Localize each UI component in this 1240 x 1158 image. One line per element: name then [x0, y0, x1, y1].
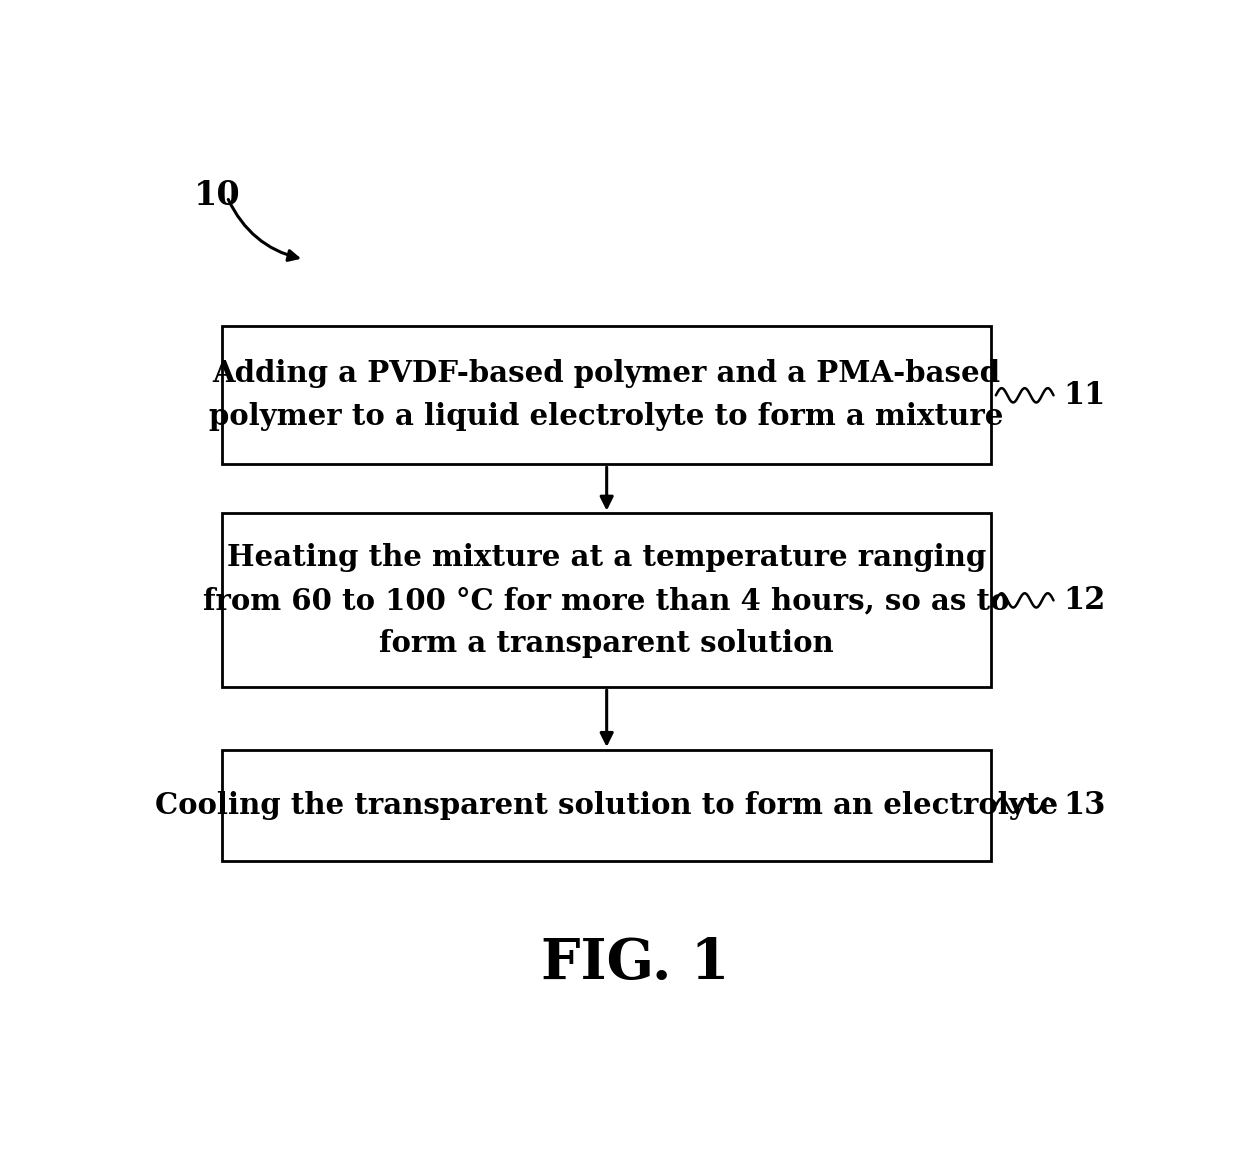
Bar — [222, 513, 991, 688]
Text: 10: 10 — [193, 179, 241, 212]
Text: FIG. 1: FIG. 1 — [542, 937, 729, 991]
Bar — [222, 327, 991, 464]
Text: Adding a PVDF-based polymer and a PMA-based
polymer to a liquid electrolyte to f: Adding a PVDF-based polymer and a PMA-ba… — [210, 359, 1004, 431]
Text: Heating the mixture at a temperature ranging
from 60 to 100 °C for more than 4 h: Heating the mixture at a temperature ran… — [203, 543, 1009, 658]
Bar — [222, 749, 991, 862]
Text: 12: 12 — [1063, 585, 1106, 616]
Text: 11: 11 — [1063, 380, 1105, 411]
Text: Cooling the transparent solution to form an electrolyte: Cooling the transparent solution to form… — [155, 791, 1058, 820]
Text: 13: 13 — [1063, 790, 1106, 821]
